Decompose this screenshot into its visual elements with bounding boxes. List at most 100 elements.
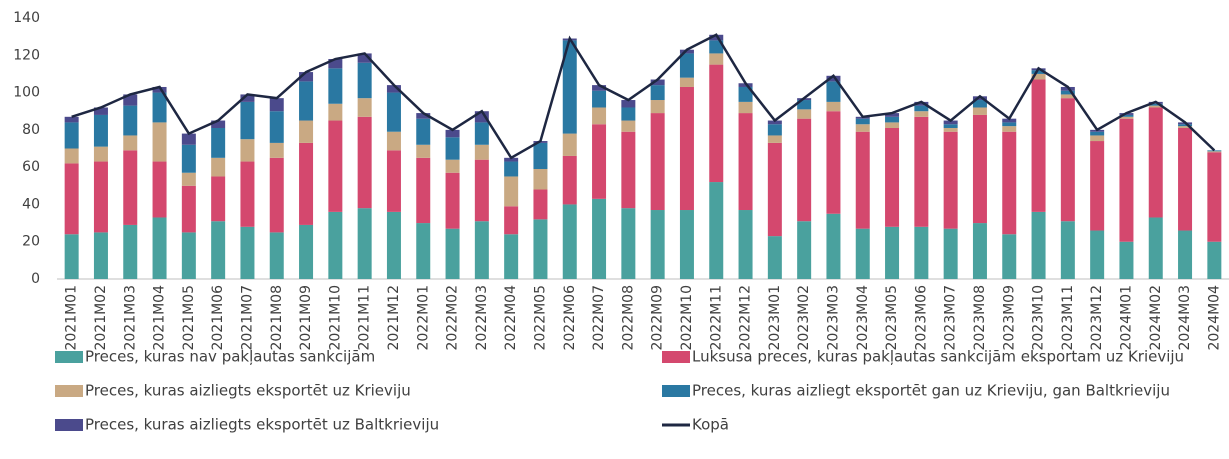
total-line bbox=[71, 33, 1216, 160]
bar-segment bbox=[1178, 126, 1193, 128]
bar-segment bbox=[299, 81, 314, 121]
bar-segment bbox=[885, 122, 900, 128]
bar-segment bbox=[1178, 124, 1193, 127]
bar-segment bbox=[738, 210, 753, 279]
bar-segment bbox=[1031, 70, 1046, 74]
bar-segment bbox=[445, 159, 460, 173]
bar-segment bbox=[299, 120, 314, 143]
bar-segment bbox=[1119, 118, 1134, 242]
bar-segment bbox=[445, 228, 460, 279]
bar-segment bbox=[767, 120, 782, 125]
bar-segment bbox=[972, 107, 987, 115]
bar-segment bbox=[357, 62, 372, 99]
bar-segment bbox=[416, 118, 431, 145]
bar-segment bbox=[943, 124, 958, 128]
bar-segment bbox=[93, 107, 108, 115]
bar-segment bbox=[1090, 131, 1105, 136]
bar-segment bbox=[445, 129, 460, 138]
bar-segment bbox=[357, 116, 372, 209]
bar-segment bbox=[914, 226, 929, 279]
legend-label: Preces, kuras aizliegts eksportēt uz Bal… bbox=[85, 416, 439, 434]
x-tick-label: 2021M02 bbox=[93, 285, 109, 351]
bar-segment bbox=[474, 122, 489, 145]
bar-segment bbox=[1002, 126, 1017, 132]
bar-segment bbox=[533, 169, 548, 190]
bar-segment bbox=[181, 185, 196, 233]
bar-segment bbox=[885, 113, 900, 117]
bar-segment bbox=[621, 107, 636, 121]
bar-segment bbox=[504, 234, 519, 279]
bar-segment bbox=[240, 94, 255, 102]
bar-segment bbox=[885, 116, 900, 123]
bar-segment bbox=[709, 34, 724, 41]
x-tick-label: 2023M09 bbox=[1001, 285, 1017, 351]
bar-segment bbox=[914, 101, 929, 106]
bar-segment bbox=[797, 109, 812, 119]
bar-segment bbox=[767, 142, 782, 237]
bar-segment bbox=[1060, 90, 1075, 95]
bar-segment bbox=[357, 98, 372, 117]
bar-segment bbox=[1148, 105, 1163, 108]
bar-segment bbox=[1148, 103, 1163, 106]
bar-segment bbox=[211, 221, 226, 279]
x-tick-label: 2022M01 bbox=[415, 285, 431, 351]
bar-segment bbox=[943, 228, 958, 279]
bar-segment bbox=[328, 59, 343, 69]
x-tick-label: 2021M11 bbox=[357, 285, 373, 351]
bar-segment bbox=[123, 224, 138, 279]
bar-segment bbox=[211, 157, 226, 177]
bar-segment bbox=[152, 161, 167, 218]
bar-segment bbox=[181, 144, 196, 173]
bar-segment bbox=[679, 53, 694, 78]
bar-segment bbox=[914, 105, 929, 112]
bar-segment bbox=[123, 94, 138, 106]
bar-segment bbox=[562, 133, 577, 156]
x-tick-label: 2022M10 bbox=[679, 285, 695, 351]
bar-segment bbox=[269, 111, 284, 143]
bar-segment bbox=[621, 120, 636, 132]
bar-segment bbox=[93, 146, 108, 162]
bar-segment bbox=[1119, 116, 1134, 119]
x-tick-label: 2022M11 bbox=[708, 285, 724, 351]
legend-swatch bbox=[662, 385, 690, 397]
legend-swatch bbox=[55, 419, 83, 431]
bar-segment bbox=[386, 85, 401, 93]
bar-segment bbox=[299, 142, 314, 225]
bar-segment bbox=[299, 224, 314, 279]
bar-segment bbox=[328, 120, 343, 212]
bar-segment bbox=[592, 124, 607, 199]
x-tick-label: 2022M06 bbox=[562, 285, 578, 351]
bar-segment bbox=[621, 208, 636, 279]
bar-segment bbox=[709, 53, 724, 65]
x-tick-label: 2021M09 bbox=[298, 285, 314, 351]
bar-segment bbox=[943, 131, 958, 229]
y-tick-label: 140 bbox=[13, 10, 40, 26]
y-tick-label: 0 bbox=[31, 271, 40, 287]
bar-segment bbox=[592, 90, 607, 108]
bar-segment bbox=[650, 113, 665, 211]
bar-segment bbox=[562, 40, 577, 134]
x-tick-label: 2021M06 bbox=[210, 285, 226, 351]
bar-segment bbox=[767, 124, 782, 136]
bar-segment bbox=[1002, 118, 1017, 123]
bar-segment bbox=[1148, 217, 1163, 279]
x-tick-label: 2023M03 bbox=[825, 285, 841, 351]
bar-segment bbox=[855, 124, 870, 132]
bar-segment bbox=[943, 120, 958, 125]
bar-segment bbox=[211, 176, 226, 222]
bar-segment bbox=[504, 157, 519, 162]
bar-segment bbox=[914, 111, 929, 117]
bar-segment bbox=[386, 150, 401, 212]
bar-segment bbox=[64, 122, 79, 149]
y-tick-label: 40 bbox=[22, 196, 40, 212]
bar-segment bbox=[621, 131, 636, 209]
x-tick-label: 2023M06 bbox=[913, 285, 929, 351]
bar-segment bbox=[679, 77, 694, 87]
bar-segment bbox=[1031, 73, 1046, 80]
bar-segment bbox=[1207, 150, 1222, 152]
bar-segment bbox=[679, 86, 694, 211]
bar-segment bbox=[826, 213, 841, 279]
bar-segment bbox=[738, 86, 753, 102]
bar-segment bbox=[93, 161, 108, 233]
x-tick-label: 2022M05 bbox=[532, 285, 548, 351]
